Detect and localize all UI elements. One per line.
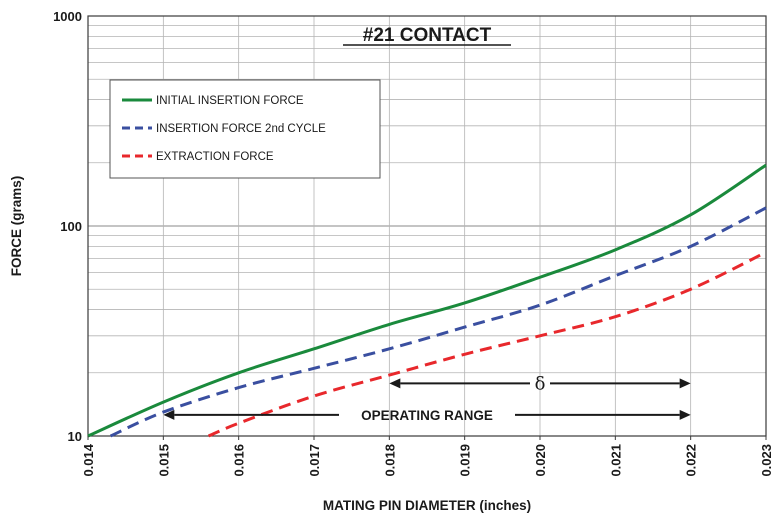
annotation-arrowhead-right [679, 378, 691, 389]
x-axis-title: MATING PIN DIAMETER (inches) [323, 498, 531, 513]
legend-label: EXTRACTION FORCE [156, 151, 274, 163]
y-tick-label: 1000 [53, 9, 82, 24]
annotations: δ OPERATING RANGE [163, 373, 691, 423]
x-tick-label: 0.023 [759, 444, 774, 477]
legend-label: INSERTION FORCE 2nd CYCLE [156, 123, 326, 135]
annotation-arrowhead-left [389, 378, 401, 389]
x-tick-label: 0.014 [81, 443, 96, 476]
chart-title: #21 CONTACT [363, 25, 492, 46]
delta-annotation-label: δ [535, 373, 546, 394]
legend-label: INITIAL INSERTION FORCE [156, 95, 304, 107]
x-tick-label: 0.018 [382, 444, 397, 477]
x-axis-ticks: 0.014 0.015 0.016 0.017 0.018 0.019 0.020 0.021… [81, 436, 774, 477]
x-tick-label: 0.017 [307, 444, 322, 477]
x-tick-label: 0.019 [458, 444, 473, 477]
series-initial-insertion-line [87, 163, 767, 438]
annotation-arrowhead-right [679, 409, 691, 420]
x-tick-label: 0.015 [156, 444, 171, 477]
plot-area-border [87, 15, 767, 437]
x-tick-label: 0.022 [684, 444, 699, 477]
y-tick-label: 100 [60, 219, 82, 234]
series-insertion-2nd-cycle-line [109, 206, 767, 438]
legend-box [109, 79, 381, 179]
x-tick-label: 0.021 [608, 444, 623, 477]
y-axis-ticks: 10 100 1000 [53, 9, 82, 444]
y-tick-label: 10 [68, 429, 82, 444]
gridlines [88, 16, 766, 436]
x-tick-label: 0.016 [232, 444, 247, 477]
x-tick-label: 0.020 [533, 444, 548, 477]
series-layer [87, 163, 767, 438]
series-extraction-line [207, 250, 767, 438]
operating-range-label: OPERATING RANGE [361, 408, 493, 423]
legend: INITIAL INSERTION FORCE INSERTION FORCE 2… [109, 79, 381, 179]
y-axis-title: FORCE (grams) [9, 176, 24, 277]
title-group: #21 CONTACT [343, 25, 511, 46]
annotation-arrowhead-left [163, 409, 175, 420]
